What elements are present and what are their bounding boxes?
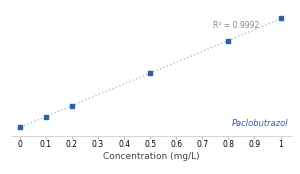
Point — [70, 104, 74, 107]
Text: R² = 0.9992: R² = 0.9992 — [213, 21, 259, 30]
Point — [17, 126, 22, 128]
Text: Paclobutrazol: Paclobutrazol — [232, 119, 288, 128]
X-axis label: Concentration (mg/L): Concentration (mg/L) — [103, 152, 200, 161]
Point — [148, 72, 153, 75]
Point — [44, 115, 48, 118]
Point — [226, 40, 231, 42]
Point — [278, 17, 283, 20]
